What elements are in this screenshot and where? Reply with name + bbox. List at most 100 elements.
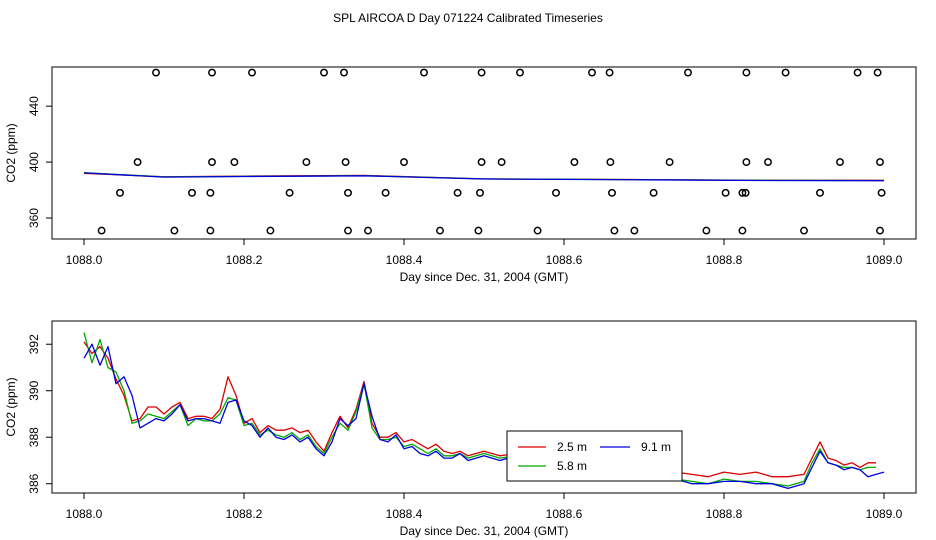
y-tick-label: 400 [27, 152, 41, 172]
flag-marker [381, 188, 390, 197]
flag-marker [684, 68, 692, 77]
flag-marker [781, 68, 790, 77]
x-tick-label: 1088.8 [706, 507, 743, 521]
flag-marker [702, 226, 711, 235]
flag-marker [230, 158, 239, 167]
x-tick-label: 1088.0 [66, 507, 103, 521]
bottom-panel-series [83, 332, 885, 490]
flag-marker [738, 188, 747, 197]
flag-marker [605, 68, 614, 77]
flag-marker [170, 226, 179, 235]
x-tick-label: 1089.0 [866, 253, 903, 267]
bottom-plot-frame [51, 320, 917, 494]
flag-marker [420, 68, 428, 77]
flag-marker [742, 68, 751, 77]
top-panel-markers [97, 68, 886, 235]
flag-marker [400, 158, 408, 167]
flag-marker [649, 188, 658, 197]
flag-marker [453, 188, 462, 197]
flag-marker [477, 158, 486, 167]
flag-marker [764, 158, 772, 167]
legend-box [506, 430, 683, 482]
y-tick-label: 388 [27, 427, 41, 447]
top-panel: 1088.0 1088.2 1088.4 1088.6 1088.8 1089.0 360… [4, 66, 917, 284]
x-tick-label: 1088.0 [66, 253, 103, 267]
x-tick-label: 1088.6 [546, 253, 583, 267]
flag-marker [533, 226, 542, 235]
x-tick-label: 1088.6 [546, 507, 583, 521]
flag-marker [876, 158, 884, 167]
flag-marker [152, 68, 160, 77]
top-y-axis-label: CO2 (ppm) [4, 123, 18, 182]
flag-marker [608, 188, 616, 197]
series-line-2-5-m [83, 341, 876, 478]
flag-marker [320, 68, 328, 77]
flag-marker [344, 226, 352, 235]
flag-marker [133, 158, 142, 167]
flag-marker [340, 68, 348, 77]
flag-marker [721, 188, 730, 197]
flag-marker [474, 226, 483, 235]
bottom-y-axis-label: CO2 (ppm) [4, 377, 18, 436]
flag-marker [816, 188, 824, 197]
x-tick-label: 1089.0 [866, 507, 903, 521]
legend: 2.5 m 9.1 m 5.8 m [506, 430, 683, 482]
x-tick-label: 1088.4 [386, 507, 423, 521]
top-panel-series [83, 171, 885, 182]
y-tick-label: 392 [27, 334, 41, 354]
top-panel-y-axis: 360 400 440 [27, 96, 52, 228]
flag-marker [477, 68, 486, 77]
flag-marker [497, 158, 506, 167]
x-tick-label: 1088.4 [386, 253, 423, 267]
y-tick-label: 440 [27, 96, 41, 116]
flag-marker [876, 226, 884, 235]
flag-marker [665, 158, 674, 167]
flag-marker [344, 188, 352, 197]
flag-marker [285, 188, 294, 197]
flag-marker [800, 226, 808, 235]
flag-marker [208, 158, 216, 167]
flag-marker [738, 226, 747, 235]
flag-marker [836, 158, 844, 167]
flag-marker [248, 68, 256, 77]
flag-marker [206, 226, 215, 235]
top-panel-x-axis: 1088.0 1088.2 1088.4 1088.6 1088.8 1089.0 [66, 239, 903, 267]
flag-marker [516, 68, 524, 77]
flag-marker [552, 188, 560, 197]
flag-marker [188, 188, 196, 197]
legend-label-2-5m: 2.5 m [557, 440, 587, 454]
flag-marker [741, 188, 750, 197]
legend-label-9-1m: 9.1 m [641, 440, 671, 454]
flag-marker [476, 188, 484, 197]
flag-marker [208, 68, 216, 77]
bottom-panel-x-axis: 1088.0 1088.2 1088.4 1088.6 1088.8 1089.0 [66, 493, 903, 521]
flag-marker [97, 226, 106, 235]
flag-marker [630, 226, 639, 235]
flag-marker [877, 188, 886, 197]
x-tick-label: 1088.2 [226, 507, 263, 521]
flag-marker [742, 158, 751, 167]
top-x-axis-label: Day since Dec. 31, 2004 (GMT) [400, 270, 569, 284]
flag-marker [570, 158, 579, 167]
top-plot-frame [51, 66, 917, 240]
flag-marker [341, 158, 350, 167]
flag-marker [436, 226, 444, 235]
flag-marker [606, 158, 615, 167]
flag-marker [610, 226, 619, 235]
series-line-9-1-m [83, 343, 885, 490]
flag-marker [302, 158, 311, 167]
y-tick-label: 386 [27, 473, 41, 493]
series-line-9-1-m [83, 172, 885, 182]
bottom-x-axis-label: Day since Dec. 31, 2004 (GMT) [400, 524, 569, 538]
y-tick-label: 390 [27, 380, 41, 400]
flag-marker [206, 188, 215, 197]
page-title: SPL AIRCOA D Day 071224 Calibrated Times… [333, 11, 603, 25]
flag-marker [364, 226, 372, 235]
y-tick-label: 360 [27, 208, 41, 228]
bottom-panel-y-axis: 386 388 390 392 [27, 334, 52, 494]
x-tick-label: 1088.2 [226, 253, 263, 267]
flag-marker [116, 188, 124, 197]
flag-marker [853, 68, 862, 77]
flag-marker [873, 68, 882, 77]
